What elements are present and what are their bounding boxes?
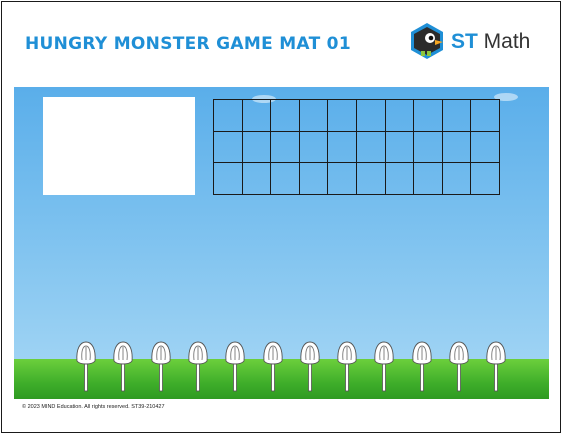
- grid-cell[interactable]: [470, 99, 500, 132]
- grid-cell[interactable]: [241, 130, 272, 163]
- flower-icon: [113, 341, 133, 392]
- grid-cell[interactable]: [413, 99, 443, 132]
- grid-cell[interactable]: [298, 130, 329, 163]
- grid-cell[interactable]: [327, 130, 357, 163]
- grid-cell[interactable]: [241, 162, 272, 195]
- flower-icon: [486, 341, 506, 392]
- grid-cell[interactable]: [384, 99, 415, 132]
- grid-cell[interactable]: [470, 162, 500, 195]
- grid-cell[interactable]: [384, 162, 415, 195]
- logo-wordmark: ST Math: [451, 30, 530, 54]
- copyright-footer: © 2023 MIND Education. All rights reserv…: [22, 404, 165, 410]
- grid-cell[interactable]: [355, 130, 386, 163]
- grid-row: [213, 130, 500, 163]
- grid-cell[interactable]: [213, 99, 243, 132]
- flower-icon: [262, 341, 283, 392]
- grid-cell[interactable]: [355, 162, 386, 195]
- grid-cell[interactable]: [298, 99, 329, 132]
- flower-icon: [150, 341, 171, 392]
- grid-cell[interactable]: [241, 99, 272, 132]
- number-card-area[interactable]: [43, 97, 195, 195]
- grid-cell[interactable]: [270, 99, 300, 132]
- grid-cell[interactable]: [270, 130, 300, 163]
- grid-cell[interactable]: [413, 130, 443, 163]
- grid-cell[interactable]: [213, 130, 243, 163]
- grid-cell[interactable]: [441, 99, 472, 132]
- ten-frame-grid: [213, 99, 500, 195]
- page-title: HUNGRY MONSTER GAME MAT 01: [25, 34, 351, 54]
- flower-icon: [337, 341, 357, 392]
- grid-cell[interactable]: [441, 130, 472, 163]
- grid-cell[interactable]: [441, 162, 472, 195]
- grid-cell[interactable]: [355, 99, 386, 132]
- logo-st: ST: [451, 30, 478, 53]
- flower-icon: [76, 341, 96, 392]
- grid-cell[interactable]: [413, 162, 443, 195]
- grid-cell[interactable]: [213, 162, 243, 195]
- grid-cell[interactable]: [327, 99, 357, 132]
- flower-icon: [374, 341, 394, 392]
- flower-icon: [300, 341, 320, 392]
- st-math-logo: ST Math: [409, 22, 541, 62]
- game-scene: [14, 87, 549, 399]
- grid-row: [213, 99, 500, 132]
- penguin-logo-icon: [411, 23, 443, 59]
- grid-cell[interactable]: [327, 162, 357, 195]
- grid-cell[interactable]: [270, 162, 300, 195]
- grid-cell[interactable]: [470, 130, 500, 163]
- flower-icon: [225, 341, 245, 392]
- flower-icon: [449, 341, 469, 392]
- grid-cell[interactable]: [384, 130, 415, 163]
- grid-row: [213, 162, 500, 195]
- logo-math: Math: [477, 30, 531, 53]
- flower-icon: [412, 341, 432, 392]
- grid-cell[interactable]: [298, 162, 329, 195]
- flower-icon: [188, 341, 208, 392]
